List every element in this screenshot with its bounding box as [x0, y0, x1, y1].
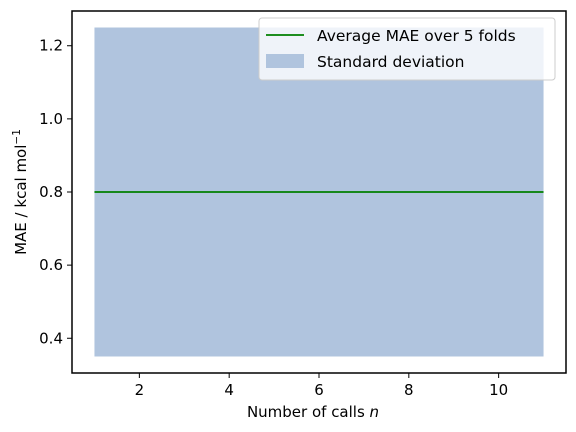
- x-tick-label: 4: [224, 381, 234, 399]
- legend: Average MAE over 5 folds Standard deviat…: [258, 17, 556, 81]
- y-axis: 0.4 0.6 0.8 1.0 1.2: [39, 37, 72, 347]
- y-tick-label: 1.0: [39, 110, 63, 128]
- x-tick-label: 2: [135, 381, 145, 399]
- legend-label-average-mae: Average MAE over 5 folds: [317, 27, 516, 45]
- y-tick-label: 0.6: [39, 256, 63, 274]
- x-axis: 2 4 6 8 10: [135, 373, 508, 399]
- y-axis-label-superscript: −1: [11, 129, 23, 144]
- x-axis-label: Number of calls n: [247, 403, 379, 421]
- x-tick-label: 10: [489, 381, 508, 399]
- y-tick-label: 1.2: [39, 37, 63, 55]
- legend-label-std-deviation: Standard deviation: [317, 53, 465, 71]
- y-tick-label: 0.4: [39, 329, 63, 347]
- legend-swatch-std-deviation: [266, 54, 304, 68]
- x-tick-label: 6: [314, 381, 324, 399]
- y-tick-label: 0.8: [39, 183, 63, 201]
- plot-area: [94, 27, 544, 357]
- y-axis-label: MAE / kcal mol−1: [11, 129, 30, 255]
- y-axis-label-main: MAE / kcal mol: [12, 145, 30, 255]
- x-axis-label-variable: n: [370, 403, 380, 421]
- x-axis-label-prefix: Number of calls: [247, 403, 370, 421]
- legend-box: [258, 17, 556, 81]
- x-tick-label: 8: [404, 381, 414, 399]
